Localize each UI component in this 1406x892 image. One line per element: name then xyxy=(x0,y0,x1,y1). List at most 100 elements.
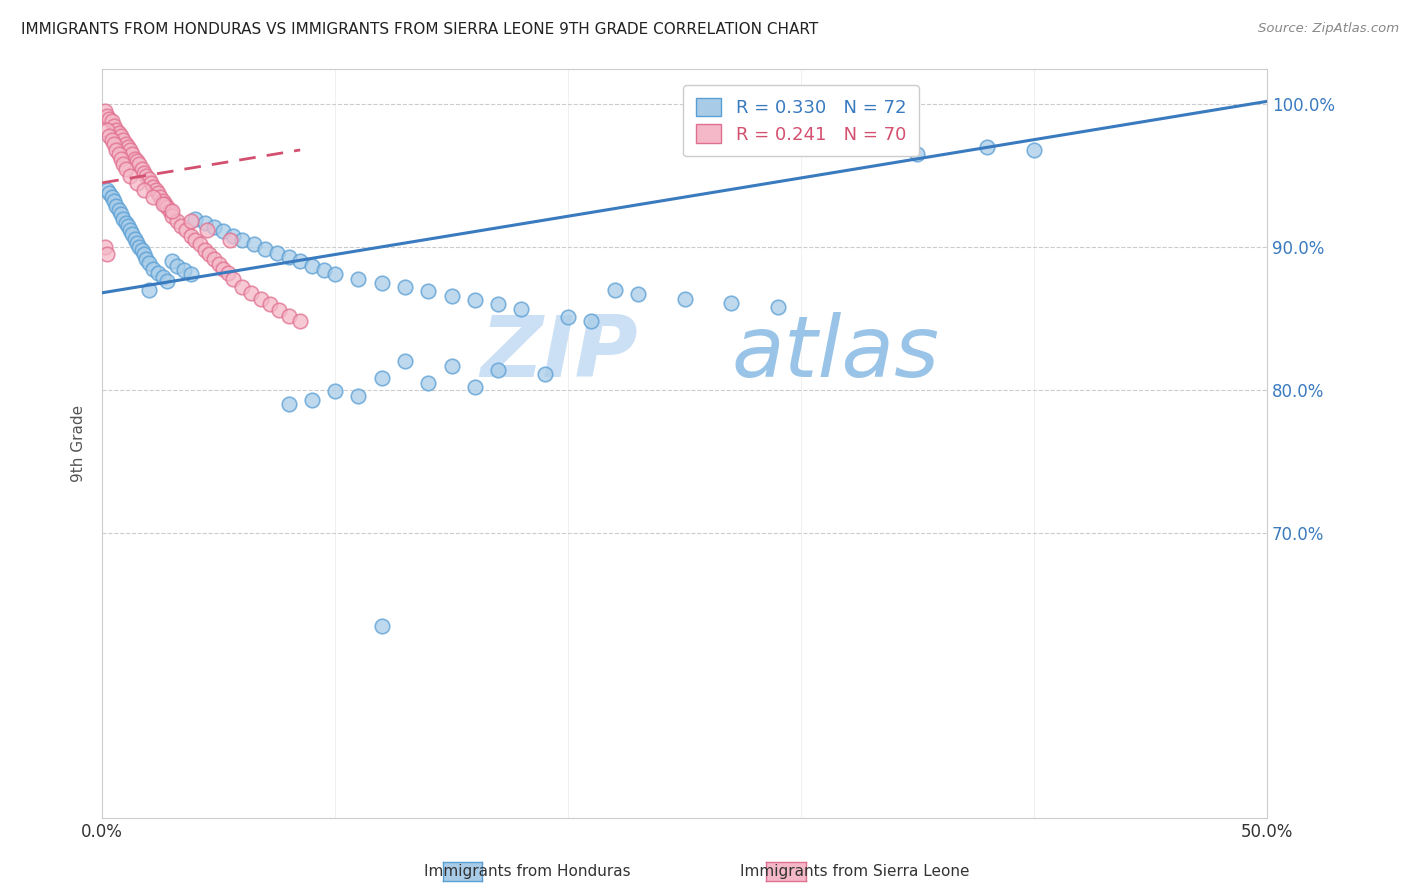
Point xyxy=(142,190,165,204)
Point xyxy=(371,618,394,632)
Point xyxy=(219,233,242,247)
Point xyxy=(105,143,128,157)
Text: ZIP: ZIP xyxy=(481,312,638,395)
Point xyxy=(198,247,221,261)
Point xyxy=(440,359,463,373)
Point xyxy=(208,257,231,271)
Point xyxy=(142,261,165,276)
Point xyxy=(105,199,128,213)
Point xyxy=(221,228,243,243)
Point xyxy=(160,254,183,268)
Point xyxy=(394,354,416,368)
Point xyxy=(371,371,394,385)
Point xyxy=(180,228,202,243)
Point xyxy=(418,285,440,299)
Point xyxy=(127,154,149,169)
Point xyxy=(301,392,323,407)
Point xyxy=(212,224,235,238)
Point xyxy=(98,128,121,143)
Point xyxy=(195,223,218,237)
Point xyxy=(153,197,176,211)
Point xyxy=(156,274,179,288)
Point xyxy=(581,314,603,328)
Point xyxy=(277,309,299,323)
Point xyxy=(184,233,207,247)
Point xyxy=(603,283,626,297)
Point xyxy=(159,204,181,219)
Point xyxy=(107,147,129,161)
Point xyxy=(96,109,118,123)
Point xyxy=(312,263,335,277)
Point xyxy=(510,301,533,316)
Point xyxy=(120,223,142,237)
Point xyxy=(557,310,579,324)
Point xyxy=(347,271,370,285)
Point xyxy=(464,293,486,307)
Point xyxy=(138,256,160,270)
Point xyxy=(231,280,253,294)
Point xyxy=(93,104,115,119)
Text: Source: ZipAtlas.com: Source: ZipAtlas.com xyxy=(1258,22,1399,36)
Point xyxy=(145,183,167,197)
Point xyxy=(149,190,172,204)
Point xyxy=(120,143,142,157)
Point xyxy=(323,267,346,281)
Point xyxy=(242,237,264,252)
Point xyxy=(131,243,153,257)
Point xyxy=(301,259,323,273)
Point xyxy=(240,285,263,300)
Point xyxy=(134,166,156,180)
Point xyxy=(146,186,169,200)
Point xyxy=(93,240,115,254)
Point xyxy=(174,223,197,237)
Point xyxy=(110,128,132,143)
Point xyxy=(277,397,299,411)
Point xyxy=(103,119,125,133)
Point xyxy=(110,207,132,221)
Point xyxy=(134,183,156,197)
Point xyxy=(194,216,217,230)
Text: Immigrants from Sierra Leone: Immigrants from Sierra Leone xyxy=(740,864,970,879)
Point xyxy=(221,271,243,285)
Text: atlas: atlas xyxy=(731,312,939,395)
Legend: R = 0.330   N = 72, R = 0.241   N = 70: R = 0.330 N = 72, R = 0.241 N = 70 xyxy=(683,85,918,156)
Point xyxy=(440,288,463,302)
Point xyxy=(259,297,281,311)
Point xyxy=(720,295,742,310)
Point xyxy=(173,263,195,277)
Point xyxy=(139,176,162,190)
Point xyxy=(170,219,193,233)
Point xyxy=(166,214,188,228)
Point xyxy=(138,283,160,297)
Point xyxy=(107,202,129,217)
Point xyxy=(103,137,125,152)
Point xyxy=(907,147,929,161)
Point xyxy=(142,180,165,194)
Point xyxy=(121,147,143,161)
Point xyxy=(114,216,136,230)
Point xyxy=(131,161,153,176)
Point xyxy=(533,368,555,382)
Point xyxy=(184,211,207,226)
Point xyxy=(152,194,174,209)
Point xyxy=(127,235,149,250)
Point xyxy=(217,266,239,280)
Point xyxy=(976,140,998,154)
Point xyxy=(166,259,188,273)
Point xyxy=(673,292,696,306)
Point xyxy=(124,152,146,166)
Point xyxy=(1022,143,1045,157)
Point xyxy=(231,233,253,247)
Point xyxy=(464,380,486,394)
Point xyxy=(105,123,128,137)
Point xyxy=(128,157,150,171)
Point xyxy=(100,133,122,147)
Point xyxy=(160,209,183,223)
Point xyxy=(212,261,235,276)
Point xyxy=(188,237,211,252)
Point xyxy=(180,267,202,281)
Point xyxy=(347,389,370,403)
Point xyxy=(98,186,121,200)
Point xyxy=(135,169,157,183)
Point xyxy=(766,300,789,314)
